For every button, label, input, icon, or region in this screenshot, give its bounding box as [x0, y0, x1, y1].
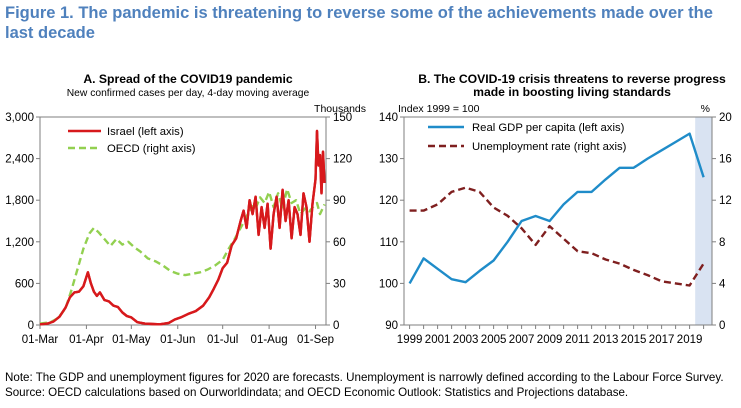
panel-b-right-unit: %: [701, 103, 710, 115]
panel-b-x-tick-label: 2005: [481, 334, 507, 346]
panel-b-legend-label: Unemployment rate (right axis): [472, 141, 627, 153]
panel-b-left-tick-label: 100: [379, 278, 398, 290]
panel-b-left-tick-label: 90: [385, 320, 398, 332]
panel-a-left-tick-label: 0: [28, 320, 34, 332]
panel-b-right-tick-label: 4: [719, 278, 726, 290]
panel-b-x-tick-label: 2011: [565, 334, 590, 346]
panel-a-x-tick-label: 01-Sep: [297, 334, 334, 346]
panel-a-right-tick-label: 150: [333, 112, 352, 124]
panel-a-x-tick-label: 01-Apr: [69, 334, 104, 346]
panel-b-x-tick-label: 2015: [621, 334, 647, 346]
panel-a-right-unit: Thousands: [314, 103, 366, 115]
panel-a-subtitle: New confirmed cases per day, 4-day movin…: [67, 88, 310, 99]
panel-a-x-tick-label: 01-Jun: [160, 334, 195, 346]
panel-b-left-tick-label: 120: [379, 195, 398, 207]
panel-a-frame: [39, 116, 327, 326]
panel-a-title: A. Spread of the COVID19 pandemic: [83, 72, 292, 86]
panel-a-right-tick-label: 60: [333, 237, 346, 249]
panel-b-x-tick-label: 2001: [425, 334, 451, 346]
figure-note: Note: The GDP and unemployment figures f…: [5, 371, 724, 384]
panel-a-x-tick-label: 01-Jul: [207, 334, 238, 346]
panel-a-legend-label: OECD (right axis): [107, 143, 196, 155]
panel-a-left-tick-label: 600: [15, 278, 34, 290]
panel-b-left-tick-label: 130: [379, 154, 398, 166]
panel-a-left-tick-label: 2,400: [5, 154, 34, 166]
panel-a-right-tick-label: 120: [333, 154, 352, 166]
panel-a-right-tick-label: 90: [333, 195, 346, 207]
panel-b-x-tick-label: 2007: [509, 334, 535, 346]
panel-a-x-tick-label: 01-Aug: [251, 334, 288, 346]
panel-b-right-tick-label: 8: [719, 237, 725, 249]
panel-a-left-tick-label: 1,200: [5, 237, 34, 249]
panel-b-x-tick-label: 1999: [397, 334, 423, 346]
figure-title: Figure 1. The pandemic is threatening to…: [5, 4, 713, 42]
panel-b-right-tick-label: 0: [719, 320, 725, 332]
panel-a-legend-label: Israel (left axis): [107, 126, 184, 138]
panel-b-frame: [403, 116, 713, 326]
panel-b-x-tick-label: 2003: [453, 334, 479, 346]
panel-b-title-line1: B. The COVID-19 crisis threatens to reve…: [418, 72, 726, 86]
panel-b-left-tick-label: 140: [379, 112, 398, 124]
panel-b-right-tick-label: 20: [719, 112, 732, 124]
forecast-shaded-area: [695, 117, 712, 325]
panel-a-left-tick-label: 3,000: [5, 112, 34, 124]
panel-b-left-tick-label: 110: [380, 237, 398, 249]
panel-a-right-tick-label: 0: [333, 320, 339, 332]
unemployment-rate-line: [409, 186, 705, 287]
panel-b-x-tick-label: 2019: [677, 334, 703, 346]
panel-b-x-tick-label: 2017: [649, 334, 675, 346]
panel-a-x-tick-label: 01-Mar: [22, 334, 59, 346]
panel-a-left-tick-label: 1,800: [5, 195, 34, 207]
israel-cases-line: [39, 129, 326, 326]
panel-b-title-line2: made in boosting living standards: [473, 85, 671, 99]
israel-cases-line-front: [39, 129, 326, 326]
gdp-per-capita-line: [408, 132, 705, 284]
panel-b-legend-label: Real GDP per capita (left axis): [472, 122, 625, 134]
figure-source: Source: OECD calculations based on Ourwo…: [5, 386, 629, 399]
panel-b-right-tick-label: 16: [719, 154, 732, 166]
panel-a-right-tick-label: 30: [333, 278, 346, 290]
panel-a-x-tick-label: 01-May: [112, 334, 151, 346]
panel-b-x-tick-label: 2009: [537, 334, 563, 346]
panel-b-right-tick-label: 12: [719, 195, 732, 207]
panel-b-x-tick-label: 2013: [593, 334, 619, 346]
panel-b-left-unit: Index 1999 = 100: [398, 103, 480, 115]
